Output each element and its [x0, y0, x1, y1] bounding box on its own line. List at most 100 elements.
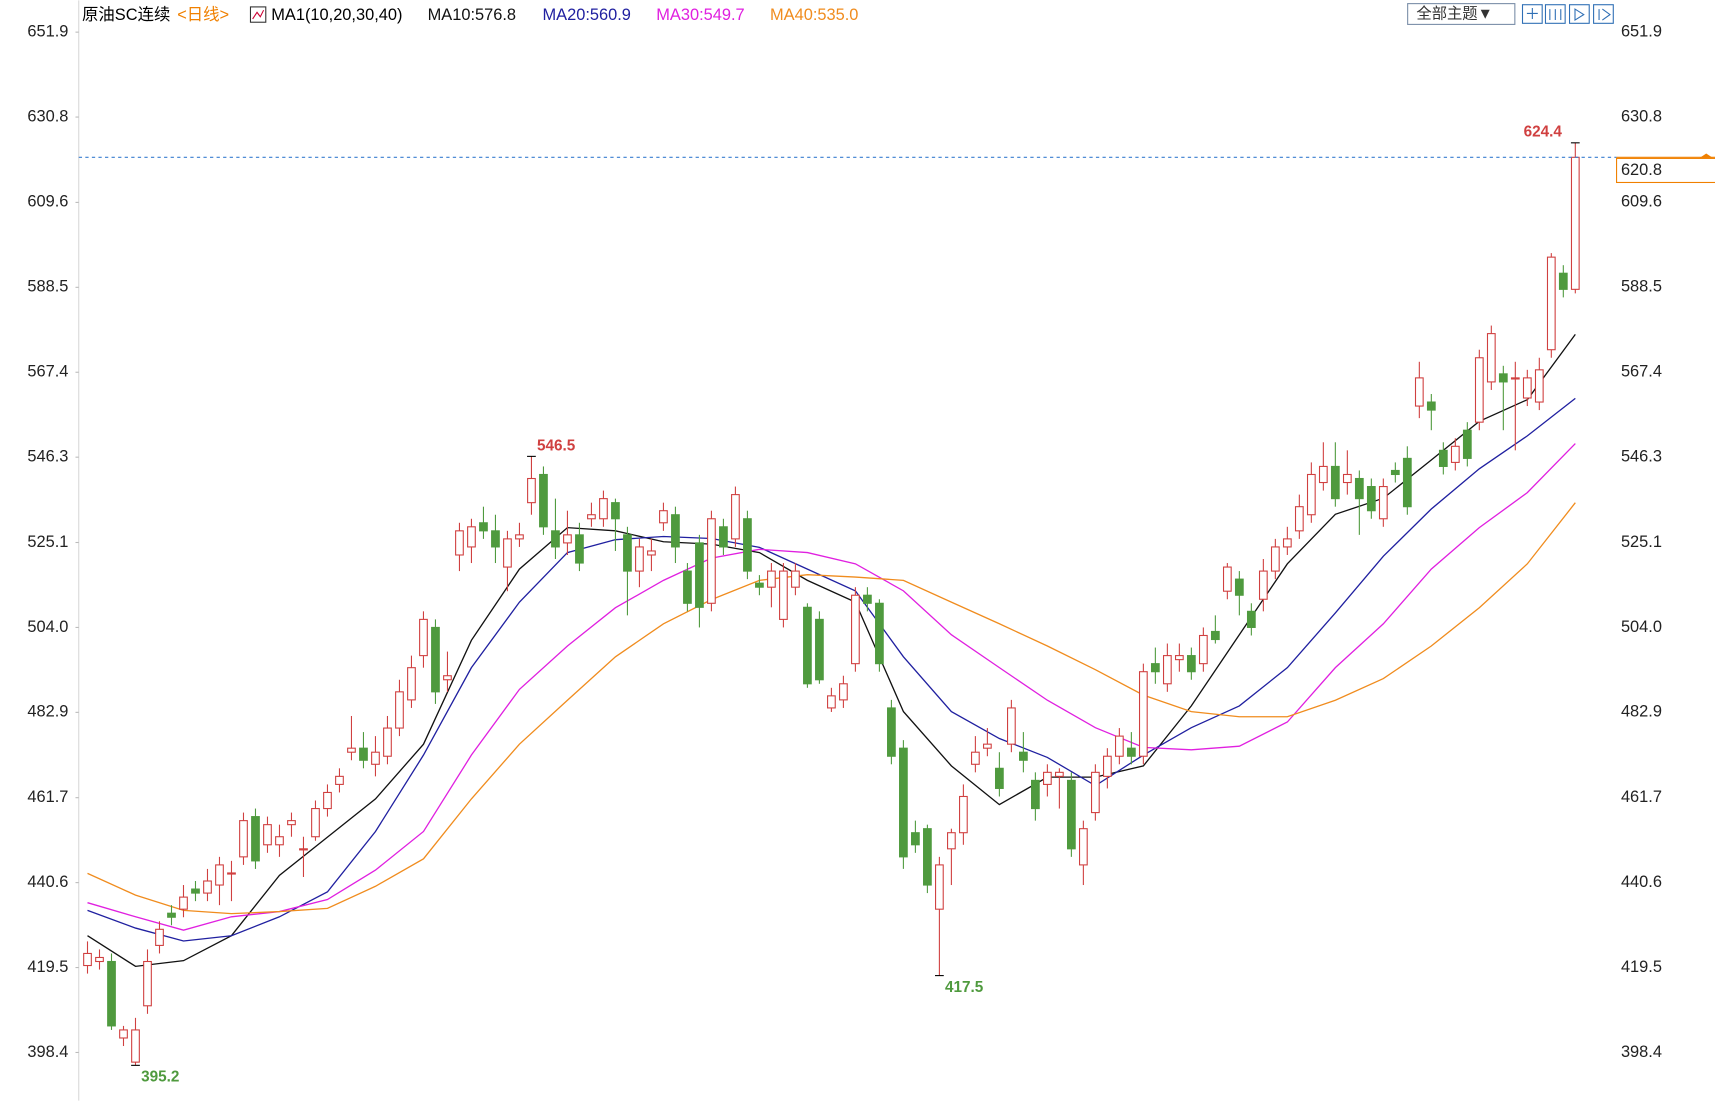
candle-body: [1558, 272, 1568, 290]
candle-body: [395, 691, 404, 729]
indicator-label[interactable]: MA1(10,20,30,40): [271, 6, 402, 24]
tool-icons: [1526, 7, 1611, 22]
candle-body: [1402, 457, 1412, 508]
candle-body: [1474, 357, 1484, 423]
y2-tick-label: 630.8: [1621, 107, 1662, 125]
candle-body: [887, 707, 896, 757]
tool-button[interactable]: [1568, 4, 1590, 24]
tool-button[interactable]: [1593, 4, 1614, 24]
theme-button-label[interactable]: 全部主题▼: [1416, 5, 1492, 23]
candle-body: [1522, 377, 1532, 399]
y2-tick-label: 419.5: [1621, 958, 1662, 976]
candle-body: [551, 530, 560, 548]
price-arrow: [1699, 153, 1713, 158]
candle-body: [1066, 779, 1076, 850]
candle-body: [527, 477, 536, 504]
candle-body: [1198, 634, 1208, 665]
candle-body: [815, 618, 824, 681]
indicator-icon-line: [252, 9, 265, 20]
tool-button[interactable]: [1544, 4, 1566, 24]
y2-tick-label: 567.4: [1621, 363, 1662, 381]
candle-body: [431, 626, 440, 693]
candle-body: [1186, 655, 1196, 673]
ma-line: [87, 502, 1576, 915]
toolbar: [1521, 4, 1614, 24]
low-annotation: 395.2: [141, 1069, 179, 1086]
candle-body: [539, 473, 548, 528]
candle-body: [1546, 256, 1556, 351]
candle-body: [1126, 747, 1136, 757]
y2-tick-label: 651.9: [1621, 22, 1662, 40]
candle-body: [647, 550, 656, 556]
candle-body: [1390, 469, 1400, 476]
legend-entry: MA40:535.0: [770, 6, 858, 24]
candle-body: [503, 538, 512, 568]
candle-body: [239, 820, 248, 858]
candle-body: [947, 832, 956, 850]
candle-body: [299, 848, 308, 851]
last-price-box: [1616, 157, 1715, 184]
candle-body: [155, 928, 164, 946]
y-tick-label: 588.5: [27, 278, 68, 296]
candle-body: [587, 514, 596, 520]
candle-body: [659, 510, 668, 524]
candle-body: [743, 518, 752, 572]
legend-entry: MA20:560.9: [543, 6, 631, 24]
y-tick-label: 546.3: [27, 448, 68, 466]
candle-body: [983, 743, 992, 749]
candle-body: [1246, 610, 1256, 628]
y-tick-label: 398.4: [27, 1043, 68, 1061]
theme-button[interactable]: [1407, 3, 1516, 25]
y-tick-label: 504.0: [27, 618, 68, 636]
candle-body: [1102, 755, 1112, 777]
y2-tick-label: 398.4: [1621, 1043, 1662, 1061]
high-annotation: 546.5: [537, 438, 576, 455]
candle-body: [275, 836, 284, 846]
y-tick-label: 630.8: [27, 107, 68, 125]
candle-body: [1031, 779, 1040, 810]
candle-body: [1282, 538, 1292, 548]
candle-body: [695, 542, 704, 608]
candle-body: [1534, 369, 1544, 403]
candle-body: [1150, 663, 1160, 673]
candle-body: [707, 518, 716, 604]
candle-body: [1162, 655, 1172, 685]
candle-body: [671, 514, 680, 548]
candle-body: [515, 534, 524, 540]
candle-body: [227, 872, 236, 875]
candle-body: [1498, 373, 1508, 383]
candle-body: [731, 494, 740, 540]
candle-body: [779, 570, 788, 620]
period-label[interactable]: <日线>: [177, 6, 229, 24]
y-tick-label: 419.5: [27, 958, 68, 976]
candle-body: [611, 502, 620, 520]
candle-body: [491, 530, 500, 548]
candle-body: [755, 582, 764, 588]
candle-body: [479, 522, 488, 532]
tool-button[interactable]: [1521, 4, 1543, 24]
candle-body: [311, 808, 320, 838]
candle-body: [1210, 630, 1220, 641]
candle-body: [719, 526, 728, 548]
y-tick-label: 651.9: [27, 22, 68, 40]
candle-body: [1007, 707, 1016, 745]
y2-tick-label: 461.7: [1621, 788, 1662, 806]
candle-body: [215, 864, 224, 886]
candle-body: [1486, 333, 1496, 383]
indicator-icon[interactable]: [249, 6, 267, 23]
candle-body: [575, 534, 584, 564]
candle-body: [1318, 465, 1328, 484]
candle-body: [1426, 401, 1436, 411]
candle-body: [1438, 449, 1448, 467]
candle-body: [1078, 828, 1088, 866]
candle-body: [1462, 429, 1472, 459]
candle-body: [347, 747, 356, 753]
candle-body: [839, 683, 848, 701]
candle-body: [287, 820, 296, 826]
y2-tick-label: 609.6: [1621, 193, 1662, 211]
candle-body: [1570, 156, 1580, 290]
candle-body: [623, 534, 632, 572]
candle-body: [935, 864, 944, 910]
candle-body: [1270, 546, 1280, 572]
legend-entry: MA10:576.8: [428, 6, 516, 24]
